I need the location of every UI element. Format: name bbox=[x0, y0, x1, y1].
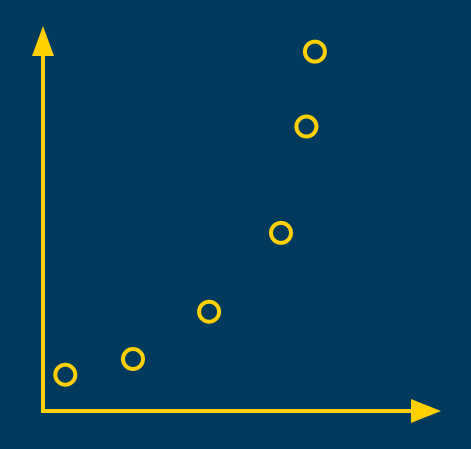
axes bbox=[32, 26, 441, 423]
data-point-3 bbox=[197, 299, 222, 324]
y-axis-arrowhead bbox=[32, 26, 54, 56]
data-point-2 bbox=[121, 347, 145, 371]
data-point-1 bbox=[53, 362, 78, 387]
data-points bbox=[53, 39, 327, 387]
x-axis-arrowhead bbox=[411, 399, 441, 423]
data-point-4 bbox=[269, 220, 293, 245]
data-point-6 bbox=[302, 39, 327, 64]
data-point-5 bbox=[294, 114, 319, 139]
